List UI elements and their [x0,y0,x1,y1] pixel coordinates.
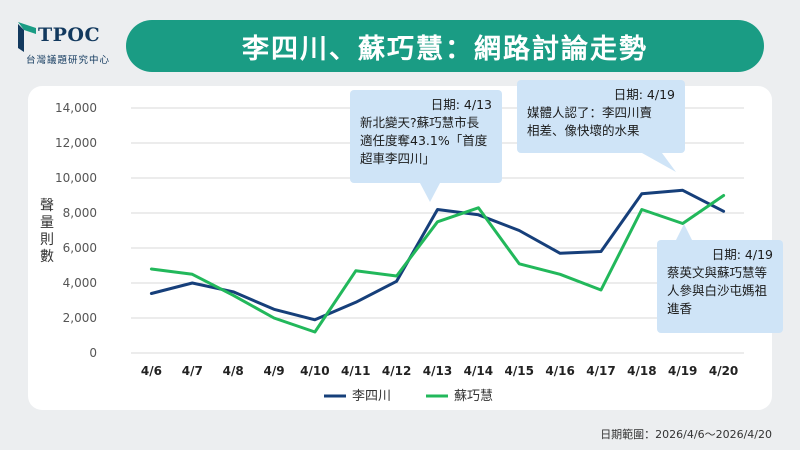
y-tick-label: 14,000 [55,101,97,115]
logo-subtitle: 台灣議題研究中心 [26,55,111,66]
x-tick-label: 4/19 [668,364,697,378]
series-line-1 [149,194,726,334]
title-banner: 李四川、蘇巧慧：網路討論走勢 [126,20,764,72]
x-tick-label: 4/20 [709,364,738,378]
legend-label: 蘇巧慧 [454,388,493,404]
x-tick-label: 4/9 [263,364,284,378]
annotation-line: 媒體人認了：李四川賣 [527,105,653,120]
annotation-callout-4-13: 日期: 4/13 新北變天?蘇巧慧市長 適任度奪43.1%「首度 超車李四川」 [350,90,502,183]
tpoc-logo: TPOC 台灣議題研究中心 [14,18,134,68]
series-line-0 [149,188,726,322]
y-axis-label: 聲量則數 [40,198,54,265]
x-tick-label: 4/6 [141,364,162,378]
callout-pointer [642,153,676,172]
annotation-callout-4-19-a: 日期: 4/19 媒體人認了：李四川賣 相差、像快壞的水果 [517,80,685,153]
annotation-line: 適任度奪43.1%「首度 [360,133,488,148]
callout-pointer [420,183,440,202]
x-tick-label: 4/7 [182,364,203,378]
annotation-line: 人參與白沙屯媽祖 [667,283,768,298]
line-chart: 0 2,000 4,000 6,000 8,000 10,000 12,000 14,000 4… [55,101,744,404]
callout-pointer [676,224,692,240]
y-tick-label: 10,000 [55,171,97,185]
x-tick-label: 4/14 [464,364,493,378]
x-tick-label: 4/8 [223,364,244,378]
y-tick-label: 6,000 [63,241,97,255]
annotation-date: 日期: 4/19 [613,87,675,102]
annotation-line: 相差、像快壞的水果 [527,123,640,138]
annotation-callout-4-19-b: 日期: 4/19 蔡英文與蘇巧慧等 人參與白沙屯媽祖 進香 [657,240,783,333]
y-tick-label: 2,000 [63,311,97,325]
date-range-note: 日期範圍：2026/4/6～2026/4/20 [600,428,772,441]
legend-label: 李四川 [352,389,391,404]
logo-mark-icon [18,22,36,52]
logo-text: TPOC [38,24,101,46]
annotation-line: 新北變天?蘇巧慧市長 [360,115,480,130]
x-tick-label: 4/16 [545,364,574,378]
x-tick-label: 4/17 [586,364,615,378]
y-tick-label: 8,000 [63,206,97,220]
x-tick-label: 4/15 [505,364,534,378]
annotation-line: 超車李四川」 [360,151,436,166]
x-tick-label: 4/18 [627,364,656,378]
annotation-date: 日期: 4/19 [711,247,773,262]
x-tick-label: 4/12 [382,364,411,378]
y-tick-label: 12,000 [55,136,97,150]
x-tick-label: 4/13 [423,364,452,378]
y-tick-label: 4,000 [63,276,97,290]
annotation-line: 進香 [667,301,693,316]
y-tick-label: 0 [89,346,97,360]
page-title: 李四川、蘇巧慧：網路討論走勢 [242,33,648,65]
annotation-line: 蔡英文與蘇巧慧等 [667,265,768,280]
x-tick-label: 4/10 [300,364,329,378]
x-tick-label: 4/11 [341,364,370,378]
annotation-date: 日期: 4/13 [430,97,492,112]
